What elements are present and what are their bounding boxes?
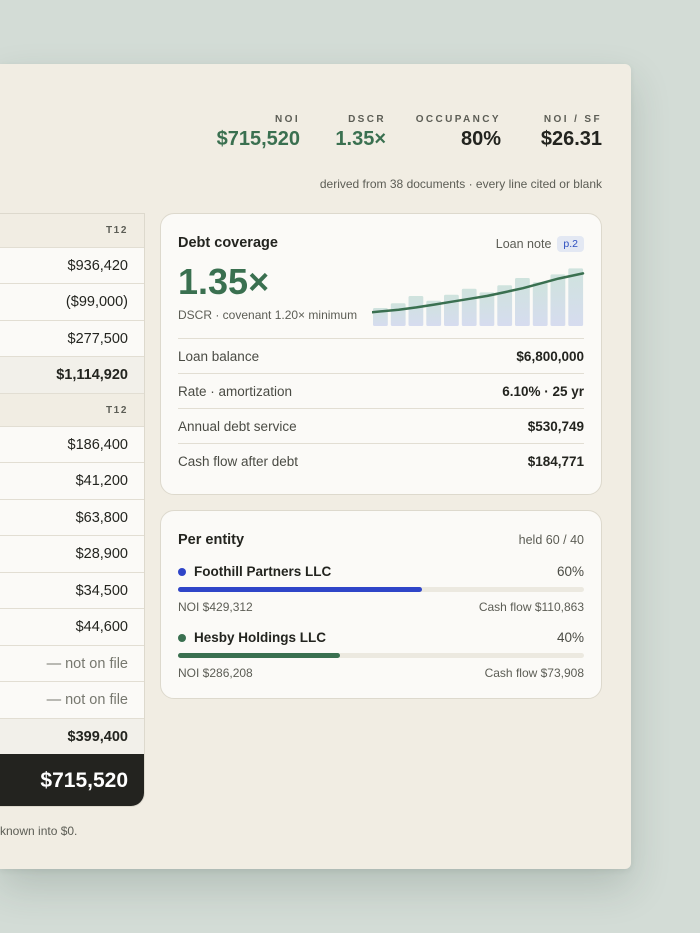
debt-row-rate: Rate · amortization 6.10% · 25 yr bbox=[178, 373, 584, 408]
derived-note: derived from 38 documents · every line c… bbox=[319, 177, 602, 191]
entity-meta: NOI $286,208 Cash flow $73,908 bbox=[178, 666, 584, 680]
entity-share-bar bbox=[178, 653, 584, 658]
kpi-strip: NOI $715,520 DSCR 1.35× Occupancy 80% NO… bbox=[203, 114, 602, 151]
debt-coverage-card: Debt coverage Loan note p.2 1.35× DSCR ·… bbox=[160, 213, 602, 495]
debt-row-loan-balance: Loan balance $6,800,000 bbox=[178, 338, 584, 373]
row-value: $6,800,000 bbox=[516, 348, 584, 364]
table-row[interactable]: $186,400 bbox=[0, 426, 144, 462]
dscr-caption: DSCR · covenant 1.20× minimum bbox=[178, 308, 358, 322]
trend-bar bbox=[532, 282, 548, 326]
table-row[interactable]: $34,500 bbox=[0, 572, 144, 608]
income-column-header: T12 bbox=[0, 214, 144, 247]
table-row[interactable]: $41,200 bbox=[0, 462, 144, 499]
ownership-split: held 60 / 40 bbox=[518, 533, 584, 547]
kpi-value: 1.35× bbox=[335, 128, 386, 150]
row-value: $530,749 bbox=[527, 418, 584, 434]
debt-row-cash-flow: Cash flow after debt $184,771 bbox=[178, 443, 584, 478]
debt-row-debt-service: Annual debt service $530,749 bbox=[178, 408, 584, 443]
source-citation[interactable]: Loan note p.2 bbox=[496, 236, 584, 252]
entity-share-bar bbox=[178, 587, 584, 592]
table-row[interactable]: $936,420 bbox=[0, 247, 144, 283]
table-row[interactable]: ($99,000) bbox=[0, 283, 144, 320]
underwriting-panel: NOI $715,520 DSCR 1.35× Occupancy 80% NO… bbox=[0, 64, 631, 869]
row-label: Loan balance bbox=[178, 348, 260, 364]
source-label: Loan note bbox=[495, 237, 552, 251]
entity-percent: 40% bbox=[556, 630, 584, 645]
dscr-value: 1.35× bbox=[178, 261, 270, 302]
row-label: Annual debt service bbox=[178, 418, 297, 434]
entity-name-hesby: Hesby Holdings LLC bbox=[178, 630, 326, 645]
expense-subtotal: $399,400 bbox=[0, 718, 144, 754]
kpi-noi-per-sf: NOI / SF $26.31 bbox=[501, 114, 602, 151]
ledger-table: T12 $936,420 ($99,000) $277,500 $1,114,9… bbox=[0, 213, 145, 807]
dscr-trend-chart bbox=[372, 268, 585, 326]
row-label: Cash flow after debt bbox=[178, 453, 299, 469]
entity-name: Hesby Holdings LLC bbox=[194, 630, 327, 645]
kpi-label: NOI / SF bbox=[543, 114, 602, 125]
trend-line bbox=[372, 272, 585, 314]
expense-column-header: T12 bbox=[0, 393, 144, 426]
trend-bar bbox=[497, 285, 513, 326]
trend-bar bbox=[408, 296, 424, 326]
trend-bar bbox=[426, 300, 442, 326]
table-row[interactable]: $277,500 bbox=[0, 320, 144, 356]
page-citation-badge[interactable]: p.2 bbox=[557, 236, 584, 252]
kpi-noi: NOI $715,520 bbox=[203, 114, 300, 151]
card-title: Debt coverage bbox=[178, 235, 278, 251]
row-value: $184,771 bbox=[527, 453, 584, 469]
income-subtotal: $1,114,920 bbox=[0, 356, 144, 393]
kpi-dscr: DSCR 1.35× bbox=[300, 114, 386, 151]
entity-percent: 60% bbox=[556, 564, 584, 579]
trend-bar bbox=[515, 278, 530, 326]
entity-noi: NOI $286,208 bbox=[178, 666, 253, 680]
trend-bar bbox=[461, 288, 477, 326]
table-row[interactable]: $28,900 bbox=[0, 535, 144, 572]
row-label: Rate · amortization bbox=[178, 383, 293, 399]
entity-share-fill bbox=[178, 653, 341, 658]
kpi-label: NOI bbox=[275, 114, 300, 125]
card-title: Per entity bbox=[178, 532, 245, 548]
noi-total: $715,520 bbox=[0, 754, 144, 806]
trend-bar bbox=[390, 303, 406, 326]
kpi-value: $26.31 bbox=[540, 128, 602, 150]
entity-cash-flow: Cash flow $110,863 bbox=[478, 600, 584, 614]
trend-bar bbox=[479, 292, 495, 326]
trend-bar bbox=[550, 274, 566, 326]
footnote: known into $0. bbox=[0, 824, 78, 838]
kpi-occupancy: Occupancy 80% bbox=[386, 114, 501, 151]
trend-bar bbox=[444, 294, 459, 326]
entity-meta: NOI $429,312 Cash flow $110,863 bbox=[178, 600, 584, 614]
per-entity-card: Per entity held 60 / 40 Foothill Partner… bbox=[160, 510, 602, 699]
kpi-label: DSCR bbox=[348, 114, 386, 125]
entity-dot-icon bbox=[178, 567, 186, 576]
table-row[interactable]: $63,800 bbox=[0, 499, 144, 535]
kpi-value: $715,520 bbox=[216, 128, 300, 150]
row-value: 6.10% · 25 yr bbox=[502, 383, 584, 399]
table-row-missing[interactable]: — not on file bbox=[0, 681, 144, 718]
kpi-value: 80% bbox=[460, 128, 501, 150]
entity-name-foothill: Foothill Partners LLC bbox=[178, 564, 331, 579]
entity-cash-flow: Cash flow $73,908 bbox=[484, 666, 584, 680]
trend-bar bbox=[568, 268, 584, 326]
entity-name: Foothill Partners LLC bbox=[194, 564, 332, 579]
entity-share-fill bbox=[178, 587, 422, 592]
entity-noi: NOI $429,312 bbox=[178, 600, 253, 614]
table-row-missing[interactable]: — not on file bbox=[0, 645, 144, 681]
entity-dot-icon bbox=[178, 633, 186, 642]
table-row[interactable]: $44,600 bbox=[0, 608, 144, 645]
kpi-label: Occupancy bbox=[415, 114, 501, 125]
